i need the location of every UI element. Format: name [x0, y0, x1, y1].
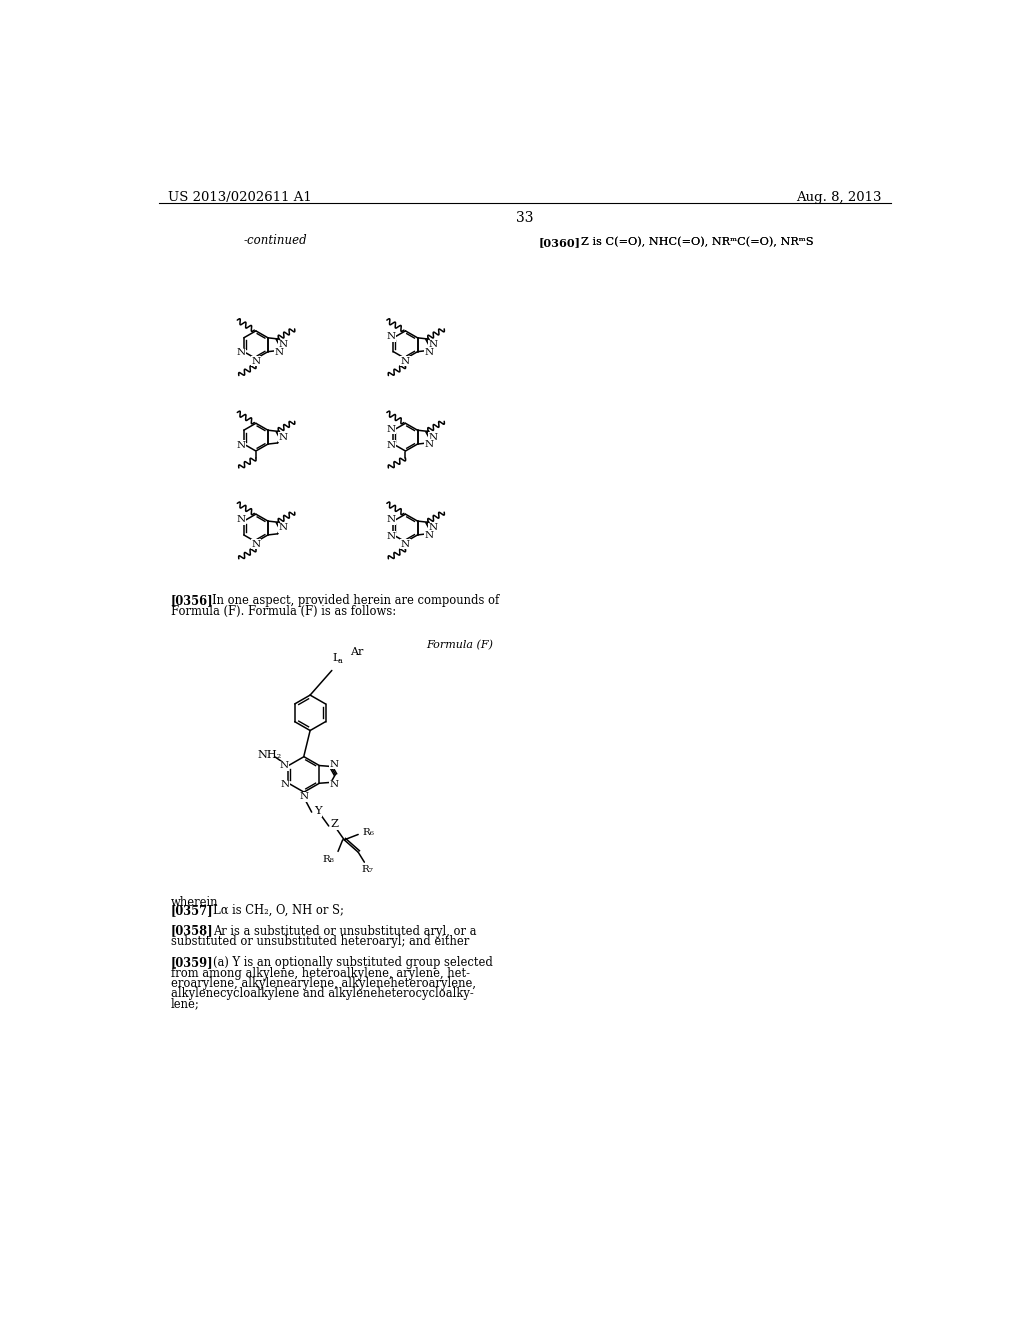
Text: [0360]: [0360] — [539, 238, 581, 248]
Text: Z is C(=O), NHC(=O), NRᵐC(=O), NRᵐS: Z is C(=O), NHC(=O), NRᵐC(=O), NRᵐS — [582, 238, 814, 247]
Text: N: N — [237, 348, 246, 358]
Text: [0359]: [0359] — [171, 956, 213, 969]
Text: N: N — [274, 347, 284, 356]
Text: R₇: R₇ — [361, 866, 374, 874]
Text: N: N — [330, 780, 339, 789]
Text: N: N — [424, 440, 433, 449]
Text: 33: 33 — [516, 211, 534, 224]
Text: N: N — [386, 333, 395, 342]
Text: N: N — [428, 433, 437, 442]
Text: lene;: lene; — [171, 998, 200, 1011]
Text: R₆: R₆ — [362, 828, 374, 837]
Text: wherein: wherein — [171, 896, 218, 909]
Text: N: N — [424, 531, 433, 540]
Text: N: N — [279, 341, 288, 350]
Text: N: N — [237, 441, 246, 450]
Text: N: N — [280, 780, 289, 789]
Text: Y: Y — [314, 807, 322, 816]
Text: (a) Y is an optionally substituted group selected: (a) Y is an optionally substituted group… — [213, 956, 494, 969]
Text: N: N — [279, 433, 288, 442]
Text: R₈: R₈ — [322, 854, 334, 863]
Text: N: N — [299, 792, 308, 801]
Text: N: N — [251, 356, 260, 366]
Text: N: N — [400, 356, 410, 366]
Text: In one aspect, provided herein are compounds of: In one aspect, provided herein are compo… — [212, 594, 499, 607]
Text: [0356]: [0356] — [171, 594, 213, 607]
Text: -continued: -continued — [244, 234, 307, 247]
Text: from among alkylene, heteroalkylene, arylene, het-: from among alkylene, heteroalkylene, ary… — [171, 966, 470, 979]
Text: N: N — [428, 524, 437, 532]
Text: N: N — [251, 540, 260, 549]
Text: N: N — [400, 540, 410, 549]
Text: substituted or unsubstituted heteroaryl; and either: substituted or unsubstituted heteroaryl;… — [171, 935, 469, 948]
Text: [0357]: [0357] — [171, 904, 213, 917]
Text: N: N — [330, 759, 339, 768]
Text: N: N — [279, 524, 288, 532]
Text: N: N — [386, 516, 395, 524]
Text: [0358]: [0358] — [171, 924, 213, 937]
Text: eroarylene, alkylenearylene, alkyleneheteroarylene,: eroarylene, alkylenearylene, alkylenehet… — [171, 977, 475, 990]
Text: Formula (F). Formula (F) is as follows:: Formula (F). Formula (F) is as follows: — [171, 605, 395, 618]
Text: N: N — [280, 762, 289, 770]
Text: Z is C(=O), NHC(=O), NRᵐC(=O), NRᵐS: Z is C(=O), NHC(=O), NRᵐC(=O), NRᵐS — [582, 238, 814, 247]
Text: Lα is CH₂, O, NH or S;: Lα is CH₂, O, NH or S; — [213, 904, 344, 917]
Text: Ar: Ar — [350, 647, 364, 656]
Text: Z: Z — [330, 820, 338, 829]
Text: N: N — [386, 532, 395, 540]
Text: Aug. 8, 2013: Aug. 8, 2013 — [796, 191, 882, 203]
Text: N: N — [386, 425, 395, 434]
Text: Formula (F): Formula (F) — [426, 640, 494, 649]
Text: NH₂: NH₂ — [257, 750, 282, 760]
Text: N: N — [428, 341, 437, 350]
Text: Ar is a substituted or unsubstituted aryl, or a: Ar is a substituted or unsubstituted ary… — [213, 924, 477, 937]
Text: N: N — [237, 516, 246, 524]
Text: alkylenecycloalkylene and alkyleneheterocycloalky-: alkylenecycloalkylene and alkylenehetero… — [171, 987, 473, 1001]
Text: N: N — [424, 347, 433, 356]
Text: N: N — [386, 441, 395, 450]
Text: a: a — [338, 657, 343, 665]
Text: US 2013/0202611 A1: US 2013/0202611 A1 — [168, 191, 312, 203]
Text: L: L — [333, 653, 340, 663]
